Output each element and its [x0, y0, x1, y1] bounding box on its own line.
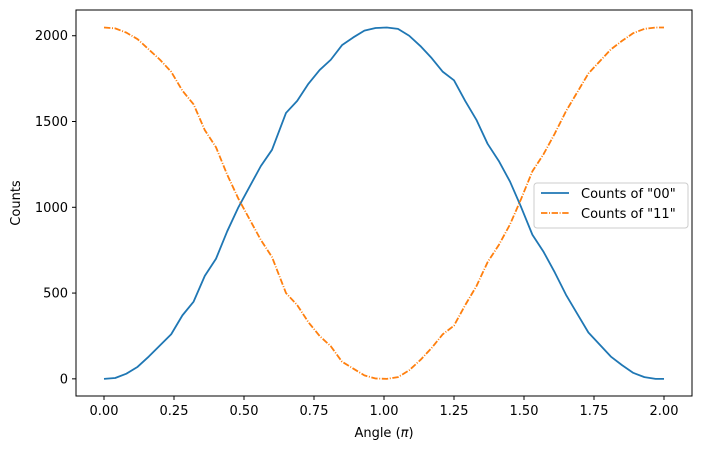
y-tick-label: 1500: [35, 115, 68, 130]
x-tick-label: 1.75: [580, 404, 609, 419]
x-tick-label: 0.25: [160, 404, 189, 419]
x-tick-label: 0.50: [230, 404, 259, 419]
x-axis: 0.00 0.25 0.50 0.75 1.00 1.25 1.50 1.75 2.00: [90, 396, 679, 419]
legend-frame: [533, 182, 689, 229]
legend-label-counts-00: Counts of "00": [581, 187, 676, 202]
x-tick-label: 2.00: [650, 404, 679, 419]
x-tick-label: 1.50: [510, 404, 539, 419]
series-layer: [103, 26, 664, 380]
x-axis-label: Angle (π): [354, 426, 413, 441]
x-tick-label: 1.00: [370, 404, 399, 419]
x-tick-label: 0.75: [300, 404, 329, 419]
x-tick-label: 0.00: [90, 404, 119, 419]
y-axis-label: Counts: [9, 180, 24, 226]
y-tick-label: 0: [60, 372, 68, 387]
series-line-1: [103, 26, 664, 380]
y-tick-label: 2000: [35, 29, 68, 44]
x-tick-label: 1.25: [440, 404, 469, 419]
legend-label-counts-11: Counts of "11": [581, 207, 676, 222]
legend: Counts of "00" Counts of "11": [533, 182, 689, 229]
series-line-0: [103, 26, 664, 380]
y-tick-label: 1000: [35, 201, 68, 216]
y-tick-label: 500: [43, 287, 68, 302]
y-axis: 0 500 1000 1500 2000: [35, 29, 76, 387]
